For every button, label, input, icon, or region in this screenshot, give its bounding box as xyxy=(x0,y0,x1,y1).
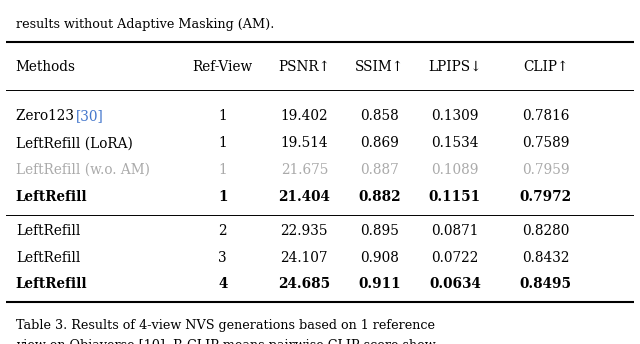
Text: 0.0871: 0.0871 xyxy=(431,224,479,238)
Text: 0.1089: 0.1089 xyxy=(431,163,479,177)
Text: 24.685: 24.685 xyxy=(278,277,330,291)
Text: 0.7959: 0.7959 xyxy=(522,163,570,177)
Text: LeftRefill: LeftRefill xyxy=(16,251,80,265)
Text: results without Adaptive Masking (AM).: results without Adaptive Masking (AM). xyxy=(16,18,274,31)
Text: LeftRefill: LeftRefill xyxy=(16,277,88,291)
Text: 0.7589: 0.7589 xyxy=(522,137,570,150)
Text: 0.1309: 0.1309 xyxy=(431,109,479,123)
Text: 24.107: 24.107 xyxy=(280,251,328,265)
Text: 21.404: 21.404 xyxy=(278,190,330,204)
Text: LeftRefill (LoRA): LeftRefill (LoRA) xyxy=(16,137,132,150)
Text: 2: 2 xyxy=(218,224,227,238)
Text: PSNR↑: PSNR↑ xyxy=(278,60,330,74)
Text: 0.911: 0.911 xyxy=(358,277,401,291)
Text: 19.514: 19.514 xyxy=(280,137,328,150)
Text: view on Objaverse [10]. R-CLIP means pairwise CLIP score show: view on Objaverse [10]. R-CLIP means pai… xyxy=(16,340,435,344)
Text: 0.887: 0.887 xyxy=(360,163,399,177)
Text: LPIPS↓: LPIPS↓ xyxy=(428,60,481,74)
Text: 0.8495: 0.8495 xyxy=(520,277,572,291)
Text: 0.1534: 0.1534 xyxy=(431,137,479,150)
Text: 0.882: 0.882 xyxy=(358,190,401,204)
Text: 0.869: 0.869 xyxy=(360,137,399,150)
Text: 1: 1 xyxy=(218,137,227,150)
Text: 1: 1 xyxy=(218,109,227,123)
Text: 0.7972: 0.7972 xyxy=(520,190,572,204)
Text: 1: 1 xyxy=(218,163,227,177)
Text: 21.675: 21.675 xyxy=(280,163,328,177)
Text: 19.402: 19.402 xyxy=(280,109,328,123)
Text: 0.908: 0.908 xyxy=(360,251,399,265)
Text: Ref-View: Ref-View xyxy=(193,60,253,74)
Text: 22.935: 22.935 xyxy=(280,224,328,238)
Text: 0.858: 0.858 xyxy=(360,109,399,123)
Text: 4: 4 xyxy=(218,277,227,291)
Text: SSIM↑: SSIM↑ xyxy=(355,60,404,74)
Text: Zero123: Zero123 xyxy=(16,109,78,123)
Text: LeftRefill: LeftRefill xyxy=(16,190,88,204)
Text: 0.7816: 0.7816 xyxy=(522,109,570,123)
Text: 3: 3 xyxy=(218,251,227,265)
Text: Methods: Methods xyxy=(16,60,76,74)
Text: 1: 1 xyxy=(218,190,228,204)
Text: LeftRefill: LeftRefill xyxy=(16,224,80,238)
Text: Table 3. Results of 4-view NVS generations based on 1 reference: Table 3. Results of 4-view NVS generatio… xyxy=(16,319,435,332)
Text: 0.8432: 0.8432 xyxy=(522,251,570,265)
Text: 0.8280: 0.8280 xyxy=(522,224,570,238)
Text: 0.1151: 0.1151 xyxy=(429,190,481,204)
Text: LeftRefill (w.o. AM): LeftRefill (w.o. AM) xyxy=(16,163,150,177)
Text: 0.0634: 0.0634 xyxy=(429,277,481,291)
Text: 0.0722: 0.0722 xyxy=(431,251,479,265)
Text: 0.895: 0.895 xyxy=(360,224,399,238)
Text: [30]: [30] xyxy=(76,109,103,123)
Text: CLIP↑: CLIP↑ xyxy=(523,60,568,74)
